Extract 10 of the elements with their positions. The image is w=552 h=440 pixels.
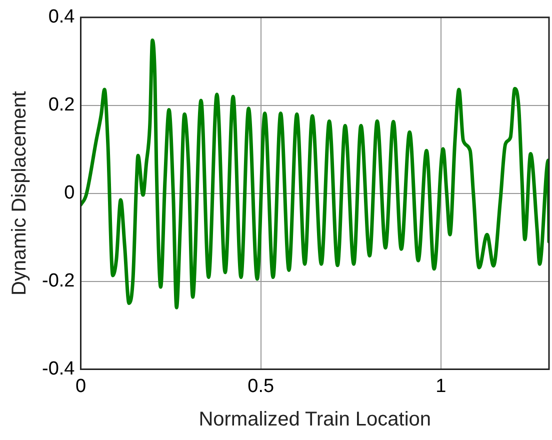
- y-tick-label: 0.2: [48, 94, 75, 116]
- x-axis-title: Normalized Train Location: [198, 408, 432, 431]
- line-series: [80, 38, 549, 310]
- y-axis-title: Dynamic Displacement: [8, 90, 31, 296]
- y-tick-label: -0.2: [42, 270, 75, 292]
- y-tick-label: 0: [64, 182, 75, 204]
- x-tick-label: 0.5: [248, 376, 274, 397]
- x-tick-label: 1: [436, 376, 446, 397]
- y-tick-label: 0.4: [48, 6, 76, 28]
- y-tick-label: -0.4: [42, 358, 76, 380]
